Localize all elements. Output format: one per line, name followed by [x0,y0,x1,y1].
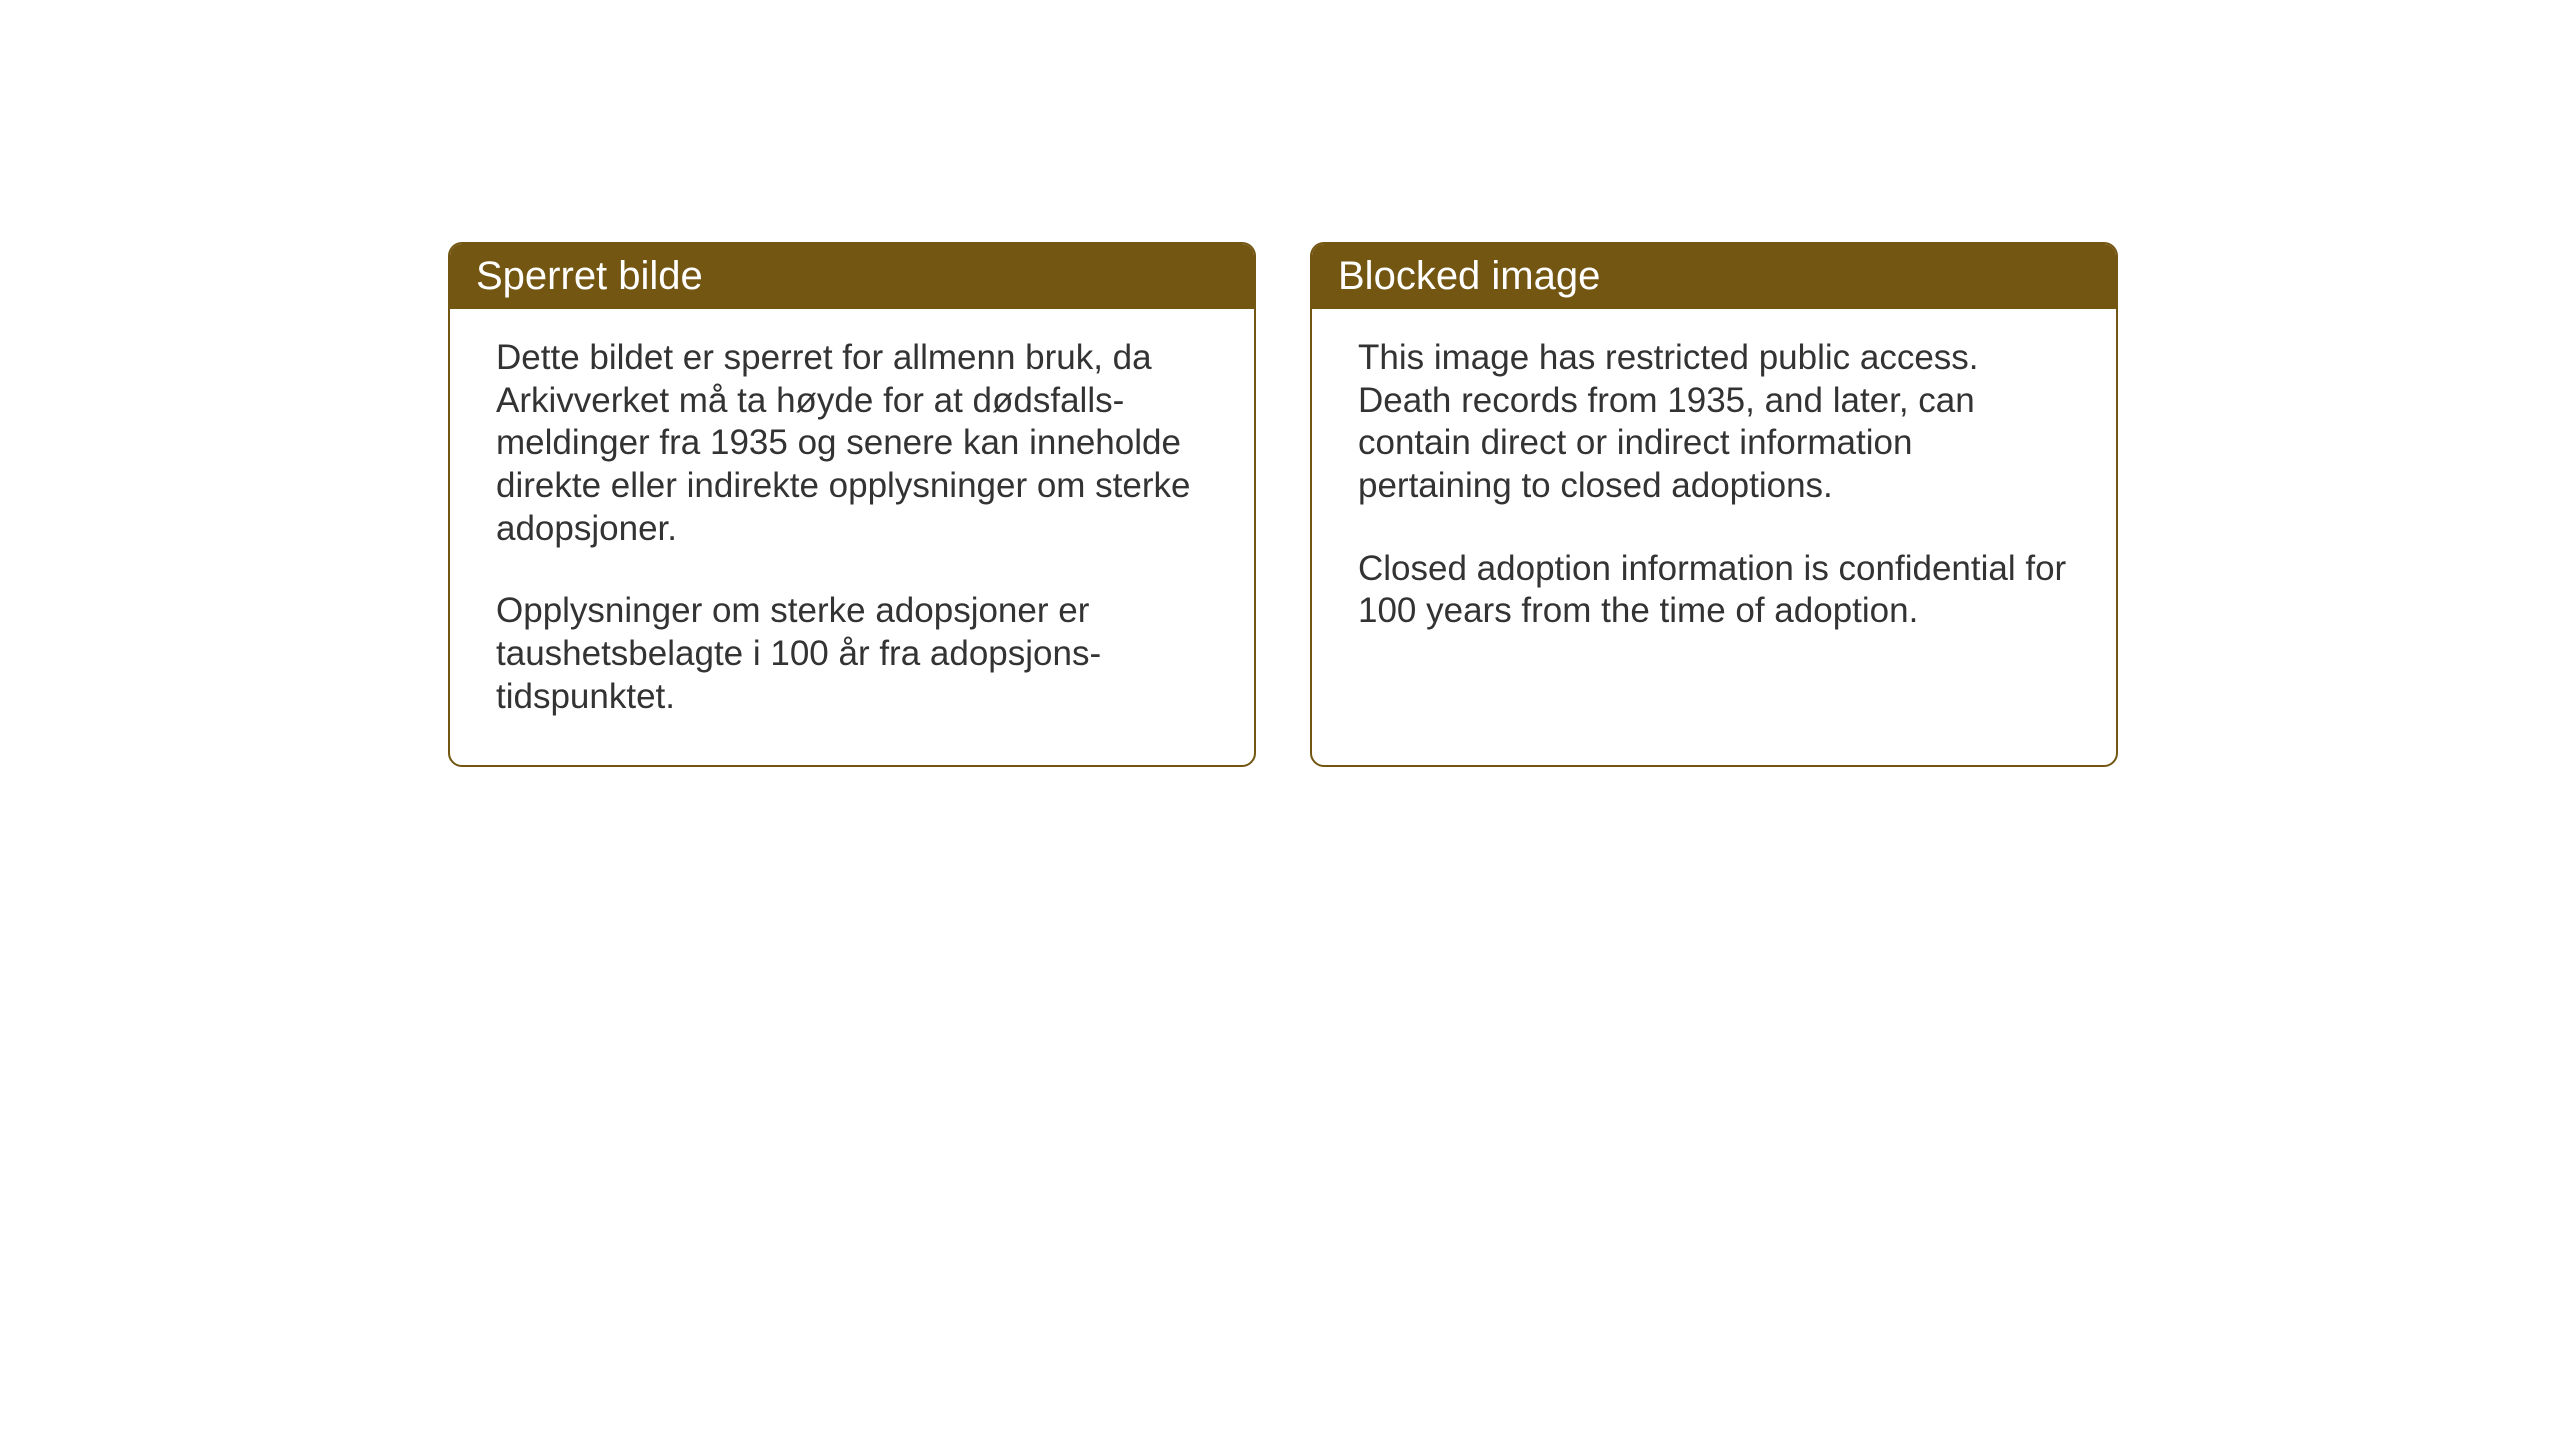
cards-container: Sperret bilde Dette bildet er sperret fo… [448,242,2118,767]
card-header-english: Blocked image [1312,244,2116,309]
card-norwegian: Sperret bilde Dette bildet er sperret fo… [448,242,1256,767]
card-body-norwegian: Dette bildet er sperret for allmenn bruk… [450,309,1254,765]
card-paragraph: This image has restricted public access.… [1358,337,2070,508]
card-paragraph: Closed adoption information is confident… [1358,548,2070,633]
card-english: Blocked image This image has restricted … [1310,242,2118,767]
card-header-norwegian: Sperret bilde [450,244,1254,309]
card-body-english: This image has restricted public access.… [1312,309,2116,679]
card-title: Blocked image [1338,254,1600,298]
card-paragraph: Dette bildet er sperret for allmenn bruk… [496,337,1208,550]
card-paragraph: Opplysninger om sterke adopsjoner er tau… [496,590,1208,718]
card-title: Sperret bilde [476,254,703,298]
